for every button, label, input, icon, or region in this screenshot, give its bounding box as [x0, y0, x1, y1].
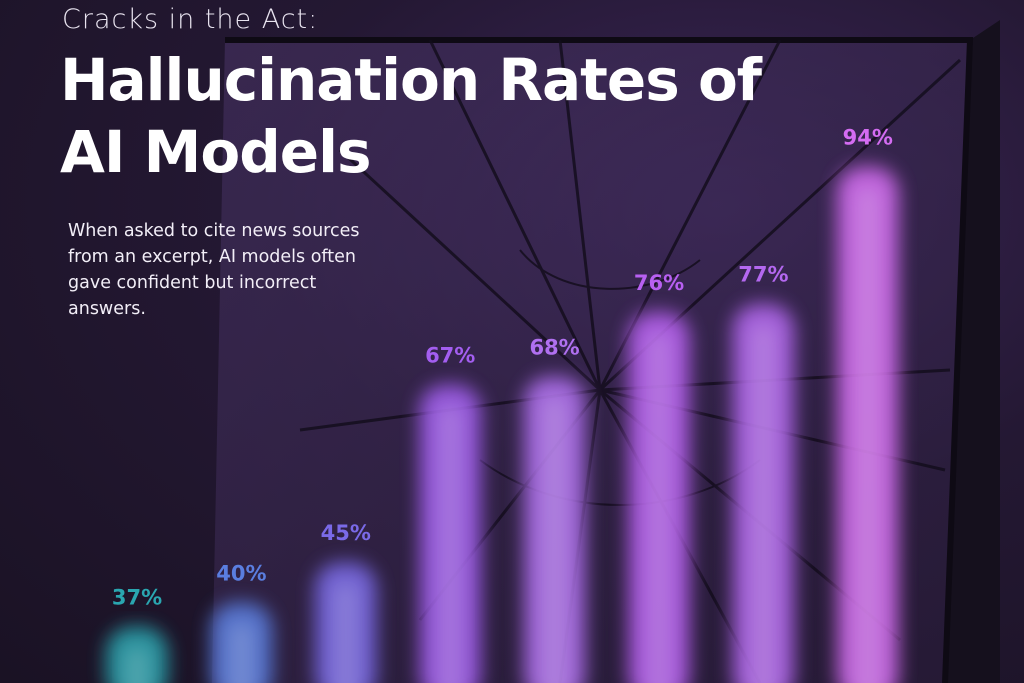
bar-core	[437, 404, 463, 683]
value-label: 76%	[634, 271, 684, 295]
subtitle: When asked to cite news sources from an …	[68, 221, 360, 319]
value-label: 40%	[216, 561, 266, 585]
value-label: 37%	[112, 586, 162, 610]
bar-core	[751, 323, 776, 683]
bar-core	[855, 186, 881, 683]
bar-core	[229, 622, 254, 683]
bar-core	[124, 646, 150, 683]
bar-core	[542, 396, 567, 683]
chart-title: Hallucination Rates of AI Models	[60, 46, 762, 186]
value-label: 94%	[843, 126, 893, 150]
value-label: 77%	[738, 263, 788, 287]
value-label: 67%	[425, 343, 475, 367]
bar-core	[333, 581, 359, 683]
bar-core	[646, 331, 672, 683]
value-label: 45%	[321, 521, 371, 545]
value-label: 68%	[529, 335, 579, 359]
kicker: Cracks in the Act:	[62, 4, 319, 35]
